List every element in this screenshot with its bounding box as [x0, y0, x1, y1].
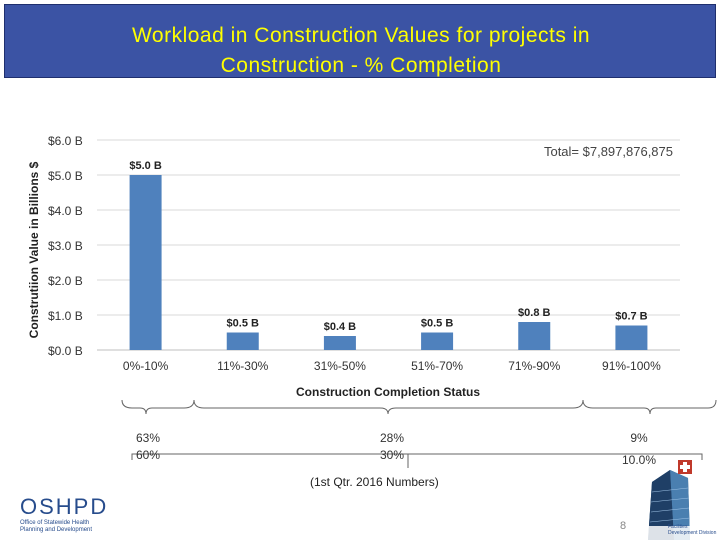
x-tick-label: 51%-70%: [411, 359, 463, 373]
footnote: (1st Qtr. 2016 Numbers): [310, 475, 439, 489]
building-icon: [630, 460, 720, 540]
data-label: $0.5 B: [227, 318, 259, 330]
x-tick-label: 11%-30%: [217, 359, 268, 373]
oshpd-logo: OSHPD Office of Statewide Health Plannin…: [20, 494, 108, 534]
group-middle-line1: 28%: [379, 431, 405, 445]
x-axis-title: Construction Completion Status: [296, 385, 480, 399]
bracket-bottom: [131, 453, 703, 460]
total-annotation: Total= $7,897,876,875: [544, 144, 673, 159]
y-tick-label: $2.0 B: [48, 274, 83, 288]
group-braces: [121, 399, 717, 468]
data-label: $0.8 B: [518, 307, 550, 319]
slide-title: Workload in Construction Values for proj…: [5, 21, 717, 81]
group-right-line2: 10.0%: [621, 453, 657, 467]
group-pct-left: 63% 60%: [128, 430, 168, 464]
y-tick-label: $1.0 B: [48, 309, 83, 323]
group-left-line1: 63%: [135, 431, 161, 445]
page-number: 8: [620, 520, 627, 532]
bar-91%-100%: [615, 325, 648, 350]
group-pct-right: 9% 10.0%: [614, 427, 664, 471]
y-tick-label: $5.0 B: [48, 169, 83, 183]
group-middle-line2: 30%: [379, 448, 405, 462]
group-pct-middle: 28% 30%: [372, 430, 412, 464]
data-label: $5.0 B: [129, 160, 161, 172]
x-tick-label: 31%-50%: [314, 359, 366, 373]
x-tick-label: 71%-90%: [508, 359, 560, 373]
bar-31%-50%: [323, 336, 356, 350]
data-label: $0.5 B: [421, 318, 453, 330]
brace-right: [582, 399, 717, 415]
y-tick-label: $6.0 B: [48, 134, 83, 148]
brace-left: [121, 399, 195, 415]
bar-11%-30%: [226, 332, 259, 350]
y-axis-title: Construtiion Value in Billions $: [27, 161, 41, 338]
brace-middle: [193, 399, 584, 415]
title-line-2: Construction - % Completion: [220, 54, 502, 77]
group-left-line2: 60%: [135, 448, 161, 462]
building-caption: Facilities Development Division: [668, 524, 717, 536]
y-tick-label: $0.0 B: [48, 344, 83, 358]
x-tick-label: 0%-10%: [123, 359, 169, 373]
title-bar: Workload in Construction Values for proj…: [4, 4, 716, 78]
bar-chart: $0.0 B $1.0 B $2.0 B $3.0 B $4.0 B $5.0 B $6.0…: [27, 134, 680, 399]
data-label: $0.7 B: [615, 311, 647, 323]
bar-51%-70%: [421, 332, 454, 350]
group-right-line1: 9%: [630, 431, 648, 445]
title-line-1: Workload in Construction Values for proj…: [131, 24, 591, 47]
bar-71%-90%: [518, 322, 551, 350]
logo-name: OSHPD: [20, 494, 109, 519]
y-tick-label: $3.0 B: [48, 239, 83, 253]
data-label: $0.4 B: [324, 321, 356, 333]
bar-0%-10%: [129, 175, 162, 350]
x-tick-label: 91%-100%: [602, 359, 661, 373]
logo-subtitle: Office of Statewide Health Planning and …: [20, 520, 93, 533]
y-tick-label: $4.0 B: [48, 204, 83, 218]
